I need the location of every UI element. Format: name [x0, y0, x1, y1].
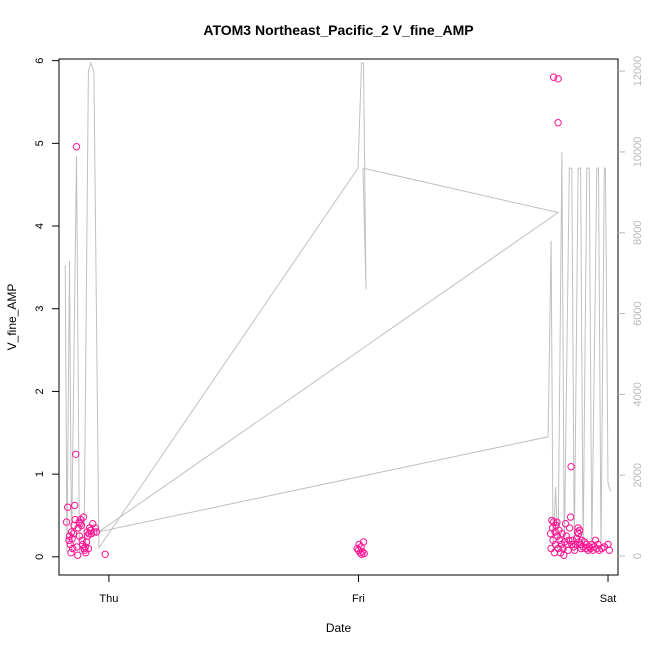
y2-tick-label: 2000	[632, 463, 644, 487]
data-point	[554, 119, 562, 127]
data-point	[561, 520, 570, 528]
data-point	[89, 520, 97, 528]
data-point	[72, 450, 80, 458]
data-point	[574, 530, 583, 538]
data-point	[91, 524, 99, 532]
y-tick-label: 5	[34, 140, 46, 146]
data-point	[360, 549, 368, 558]
data-point	[555, 536, 564, 544]
data-point	[72, 143, 81, 151]
y2-tick-label: 12000	[632, 56, 644, 87]
text-layer: 0 1 2 3 4 5 6 0 2000 4000 6000 8000 10000 12000 Thu Fri…	[5, 22, 644, 635]
data-point	[565, 524, 574, 532]
data-point	[560, 551, 568, 559]
data-point	[71, 515, 79, 524]
y-tick-label: 3	[34, 306, 46, 312]
x-axis-label: Date	[326, 621, 352, 635]
data-point	[548, 516, 556, 525]
data-point	[567, 463, 575, 471]
y-tick-label: 2	[34, 388, 46, 394]
y-tick-label: 6	[34, 58, 46, 64]
data-point	[591, 536, 600, 544]
data-point	[62, 518, 71, 526]
data-point	[573, 528, 582, 536]
data-point	[78, 536, 86, 544]
secondary-line-layer	[64, 61, 611, 553]
axes-layer	[52, 58, 625, 582]
data-point	[605, 546, 613, 554]
data-point	[67, 549, 75, 557]
secondary-series-line	[64, 61, 611, 553]
y2-tick-label: 0	[632, 553, 644, 559]
chart-title: ATOM3 Northeast_Pacific_2 V_fine_AMP	[203, 22, 473, 38]
data-point	[566, 513, 575, 521]
y-tick-label: 0	[34, 554, 46, 560]
data-point	[553, 518, 561, 526]
data-point	[550, 549, 559, 557]
data-point	[569, 543, 578, 551]
data-point	[74, 551, 82, 559]
data-point	[358, 548, 367, 556]
x-tick-label: Sat	[600, 593, 617, 605]
data-point	[64, 503, 72, 511]
data-point	[76, 520, 84, 528]
data-point	[558, 530, 566, 538]
data-point	[68, 534, 76, 543]
data-point	[69, 544, 77, 553]
y-axis-label: V_fine_AMP	[5, 284, 19, 351]
y-tick-label: 4	[34, 223, 46, 229]
x-tick-label: Thu	[99, 593, 118, 605]
y2-tick-label: 4000	[632, 382, 644, 406]
data-point	[562, 532, 570, 540]
data-point	[575, 526, 584, 534]
plot-frame	[58, 58, 619, 576]
data-point	[90, 528, 98, 536]
y2-tick-label: 6000	[632, 301, 644, 325]
data-point	[84, 544, 93, 553]
data-point	[79, 513, 88, 521]
data-point	[71, 501, 79, 510]
data-point	[92, 528, 101, 536]
data-point	[549, 73, 558, 81]
data-point	[77, 521, 86, 530]
data-point	[359, 538, 368, 546]
points-layer	[62, 73, 613, 559]
data-point	[551, 540, 560, 549]
data-point	[600, 543, 608, 551]
data-point	[554, 75, 562, 83]
y2-tick-label: 8000	[632, 221, 644, 245]
x-tick-label: Fri	[352, 593, 365, 605]
data-point	[101, 550, 109, 558]
data-point	[577, 544, 585, 553]
y2-tick-label: 10000	[632, 137, 644, 168]
y-tick-label: 1	[34, 471, 46, 477]
